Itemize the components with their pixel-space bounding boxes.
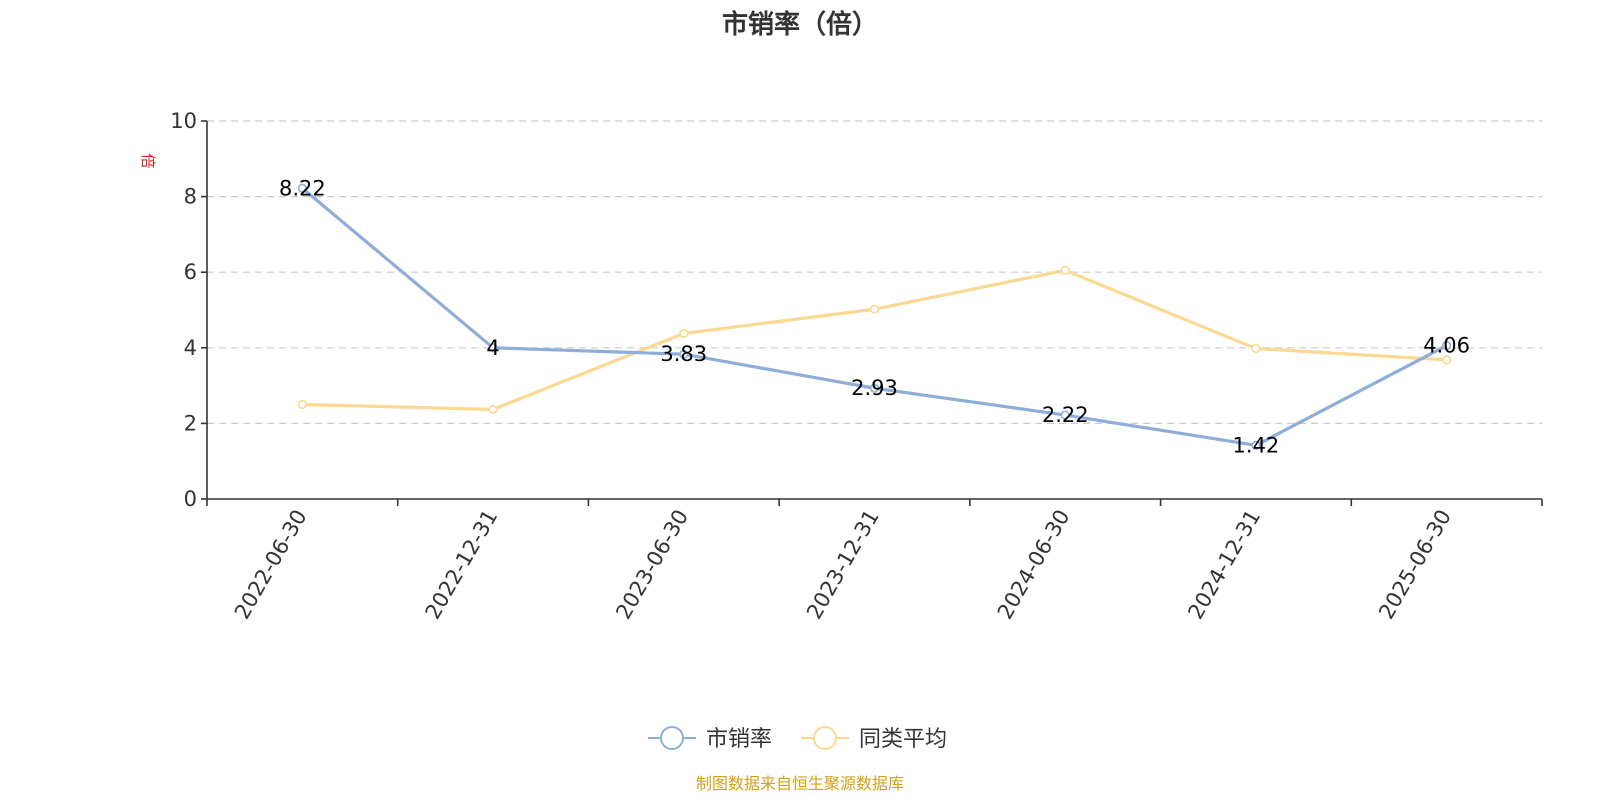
data-label: 2.22 xyxy=(1042,403,1089,427)
series-line-1 xyxy=(301,187,1448,447)
legend-item-1[interactable]: 市销率 xyxy=(648,726,772,752)
grid-lines xyxy=(207,120,1542,424)
data-point[interactable] xyxy=(1251,343,1261,354)
y-tick-label: 2 xyxy=(184,411,197,435)
data-point[interactable] xyxy=(679,349,689,359)
data-labels: 8.22 4 3.83 2.93 2.22 1.42 4.06 xyxy=(279,176,1470,457)
data-point[interactable] xyxy=(1060,265,1070,275)
x-tick-label: 2023-12-31 xyxy=(802,506,884,624)
data-label: 4.06 xyxy=(1423,334,1470,358)
chart-title: 市销率（倍） xyxy=(722,9,878,40)
y-axis-label: 倍 xyxy=(139,153,157,168)
data-point[interactable] xyxy=(869,383,880,393)
data-label: 3.83 xyxy=(660,342,707,366)
y-tick-label: 6 xyxy=(184,260,197,284)
data-point[interactable] xyxy=(869,304,880,314)
data-point[interactable] xyxy=(1251,440,1261,450)
series-layer xyxy=(297,183,1452,450)
y-axis-ticks: 0 2 4 6 8 10 xyxy=(170,109,207,511)
data-point[interactable] xyxy=(1442,355,1452,365)
data-label: 2.93 xyxy=(851,376,898,400)
data-point[interactable] xyxy=(488,343,498,353)
data-label: 4 xyxy=(486,336,499,360)
data-point[interactable] xyxy=(488,404,498,415)
x-tick-label: 2022-06-30 xyxy=(230,506,312,624)
legend-label: 市销率 xyxy=(706,727,772,752)
x-tick-label: 2022-12-31 xyxy=(421,506,503,624)
x-tick-label: 2024-06-30 xyxy=(993,506,1075,624)
legend-item-2[interactable]: 同类平均 xyxy=(801,726,947,752)
data-point[interactable] xyxy=(297,399,307,410)
data-point[interactable] xyxy=(679,328,689,339)
x-tick-label: 2025-06-30 xyxy=(1374,506,1456,624)
y-tick-label: 0 xyxy=(184,487,197,511)
y-tick-label: 8 xyxy=(184,185,197,209)
legend[interactable]: 市销率 同类平均 xyxy=(648,726,947,752)
x-tick-label: 2024-12-31 xyxy=(1183,506,1265,624)
x-tick-label: 2023-06-30 xyxy=(611,506,693,624)
y-tick-label: 10 xyxy=(170,109,197,133)
legend-marker xyxy=(660,726,684,750)
axes xyxy=(206,121,1542,500)
data-label: 8.22 xyxy=(279,176,326,200)
legend-label: 同类平均 xyxy=(859,727,947,752)
data-point[interactable] xyxy=(1060,410,1070,420)
y-tick-label: 4 xyxy=(184,336,197,360)
x-axis-ticks: 2022-06-30 2022-12-31 2023-06-30 2023-12-31… xyxy=(206,499,1543,624)
source-note: 制图数据来自恒生聚源数据库 xyxy=(696,774,904,793)
legend-marker xyxy=(813,726,837,750)
data-label: 1.42 xyxy=(1233,433,1280,457)
data-point[interactable] xyxy=(297,183,307,193)
data-point[interactable] xyxy=(1442,340,1452,351)
